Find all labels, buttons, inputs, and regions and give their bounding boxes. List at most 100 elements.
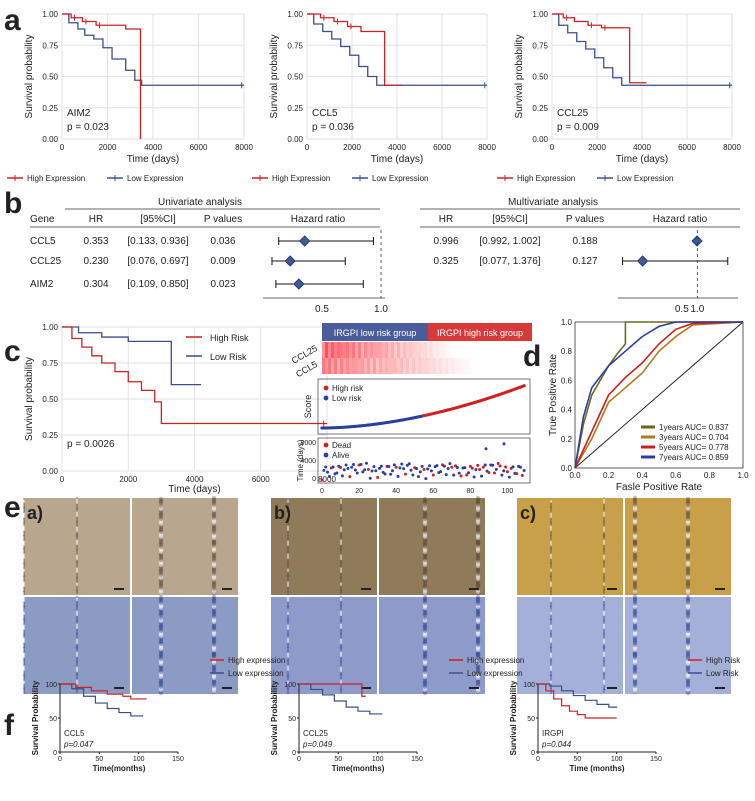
ihc-texture: [286, 515, 290, 519]
ihc-texture: [286, 599, 290, 603]
ihc-texture: [211, 609, 217, 615]
ihc-texture: [549, 666, 553, 670]
ihc-texture: [286, 674, 290, 678]
ihc-texture: [632, 530, 638, 536]
ihc-texture: [602, 588, 606, 592]
header-ci: [95%CI]: [140, 214, 176, 225]
ihc-texture: [22, 579, 26, 583]
time-tick: 8000: [300, 440, 316, 447]
status-point: [366, 468, 370, 472]
ihc-texture: [422, 521, 428, 527]
ihc-texture: [22, 547, 26, 551]
ihc-texture: [158, 516, 164, 522]
ihc-texture: [422, 578, 428, 584]
ihc-texture: [22, 620, 26, 624]
time-tick: 4000: [300, 458, 316, 465]
heatmap-cell: [487, 358, 491, 374]
status-point: [435, 464, 439, 468]
ihc-texture: [685, 496, 691, 502]
ihc-texture: [685, 639, 691, 645]
heatmap-cell: [469, 342, 473, 358]
ihc-texture: [632, 554, 638, 560]
ihc-texture: [549, 533, 553, 537]
ihc-texture: [549, 643, 553, 647]
heatmap-cell: [340, 342, 344, 358]
status-point: [324, 465, 328, 469]
ihc-texture: [75, 561, 79, 565]
ihc-texture: [339, 568, 343, 572]
ihc-texture: [632, 500, 638, 506]
row-ci-multi: [0.992, 1.002]: [479, 236, 540, 247]
ihc-texture: [685, 652, 691, 658]
heatmap-cell: [358, 342, 362, 358]
ihc-texture: [422, 517, 428, 523]
ihc-texture: [549, 674, 553, 678]
ihc-texture: [22, 607, 26, 611]
ihc-texture: [75, 553, 79, 557]
ihc-texture: [549, 605, 553, 609]
ihc-texture: [339, 537, 343, 541]
heatmap-cell: [469, 358, 473, 374]
heatmap-cell: [520, 358, 524, 374]
heatmap-cell: [526, 342, 530, 358]
ihc-texture: [549, 627, 553, 631]
ihc-texture: [685, 529, 691, 535]
ihc-texture: [158, 558, 164, 564]
x-tick-label: 0: [58, 756, 62, 763]
scale-bar: [607, 588, 617, 590]
ihc-texture: [211, 525, 217, 531]
x-tick-label: 4000: [144, 143, 162, 152]
x-tick-label: 8000: [723, 143, 741, 152]
heatmap-cell: [475, 342, 479, 358]
ihc-texture: [685, 588, 691, 594]
p-value: p=0.049: [302, 740, 333, 749]
ihc-texture: [211, 679, 217, 685]
ihc-texture: [75, 589, 79, 593]
header-hr-multi: HR: [439, 214, 453, 225]
ihc-texture: [422, 628, 428, 634]
ihc-texture: [475, 647, 481, 653]
status-point: [444, 473, 448, 477]
ihc-texture: [211, 576, 217, 582]
ihc-texture: [475, 653, 481, 659]
ihc-texture: [22, 543, 26, 547]
status-point: [439, 470, 443, 474]
x-axis-label: Time (days): [127, 154, 179, 165]
ihc-texture: [286, 572, 290, 576]
ihc-texture: [422, 553, 428, 559]
ihc-texture: [475, 563, 481, 569]
ihc-texture: [602, 571, 606, 575]
ihc-texture: [22, 582, 26, 586]
ihc-texture: [422, 661, 428, 667]
legend-low-label: Low Risk: [210, 352, 247, 362]
km-curve-low: [62, 13, 244, 86]
ihc-texture: [339, 545, 343, 549]
ihc-texture: [211, 515, 217, 521]
heatmap-cell: [325, 342, 329, 358]
ihc-texture: [75, 634, 79, 638]
ihc-texture: [286, 508, 290, 512]
x-tick-label: 150: [172, 756, 184, 763]
ihc-texture: [22, 506, 26, 510]
legend-high-label: High expression: [228, 656, 285, 665]
ihc-texture: [632, 625, 638, 631]
heatmap-cell: [358, 358, 362, 374]
heatmap-cell: [430, 358, 434, 374]
ihc-texture: [22, 501, 26, 505]
ihc-texture: [22, 623, 26, 627]
ihc-texture: [22, 567, 26, 571]
ihc-texture: [286, 575, 290, 579]
ihc-texture: [632, 559, 638, 565]
ihc-texture: [632, 538, 638, 544]
ihc-texture: [22, 640, 26, 644]
ihc-texture: [339, 561, 343, 565]
status-point: [331, 465, 335, 469]
legend-low-label: Low expression: [228, 669, 284, 678]
ihc-texture: [549, 650, 553, 654]
ihc-texture: [602, 520, 606, 524]
status-point: [327, 474, 331, 478]
status-point: [374, 469, 378, 473]
ihc-texture: [602, 603, 606, 607]
ihc-texture: [75, 664, 79, 668]
ihc-texture: [685, 596, 691, 602]
